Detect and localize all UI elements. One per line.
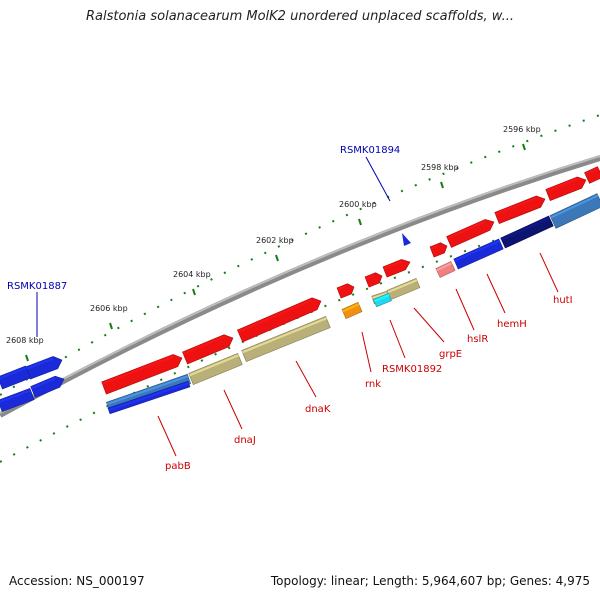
- gene-feature-block[interactable]: [241, 316, 331, 362]
- gene-feature-highlight: [365, 274, 374, 280]
- gene-feature-block[interactable]: [429, 242, 448, 258]
- scale-track: [0, 114, 600, 396]
- gene-feature-block[interactable]: [0, 388, 35, 412]
- scale-tick-mark: [522, 143, 526, 151]
- scale-tick-label: 2604 kbp: [173, 270, 211, 279]
- scale-tick-label: 2596 kbp: [503, 125, 541, 134]
- genome-backbone: [0, 155, 600, 418]
- scale-tick-mark: [275, 254, 279, 262]
- scale-tick-mark: [25, 354, 29, 362]
- gene-feature-highlight: [584, 167, 599, 176]
- gene-feature-highlight: [26, 357, 54, 370]
- gene-feature-highlight: [108, 382, 190, 412]
- gene-feature-highlight: [501, 216, 550, 241]
- gene-leader: [539, 252, 559, 293]
- scale-tick-label: 2600 kbp: [339, 200, 377, 209]
- accession-text: Accession: NS_000197: [9, 574, 145, 588]
- gene-feature-block[interactable]: [549, 193, 600, 229]
- gene-label-dnaj[interactable]: dnaJ: [234, 435, 256, 446]
- locus-leader: [365, 156, 391, 202]
- gene-label-group: hutI hemH hslR grpE RSMK01892 rnk dnaK d…: [157, 252, 573, 472]
- gene-feature-highlight: [337, 285, 346, 291]
- gene-feature-block[interactable]: [494, 195, 546, 224]
- direction-marker-icon[interactable]: [402, 233, 411, 246]
- gene-feature-highlight: [342, 303, 360, 313]
- gene-feature-highlight: [383, 260, 402, 270]
- gene-label-hslr[interactable]: hslR: [467, 334, 488, 345]
- gene-feature-highlight: [454, 239, 501, 262]
- gene-feature-block[interactable]: [545, 176, 587, 201]
- scale-tick-mark: [109, 322, 113, 330]
- gene-label-dnak[interactable]: dnaK: [305, 404, 331, 415]
- gene-feature-highlight: [102, 355, 174, 385]
- gene-feature-block[interactable]: [341, 302, 363, 319]
- gene-feature-highlight: [550, 194, 599, 219]
- gene-label-rnk[interactable]: rnk: [365, 379, 381, 390]
- genome-backbone-highlight: [0, 155, 600, 414]
- gene-leader: [455, 288, 475, 331]
- gene-feature-block[interactable]: [101, 354, 183, 395]
- scale-tick-mark: [440, 181, 444, 189]
- gene-feature-block[interactable]: [446, 219, 495, 248]
- scale-tick-label: 2602 kbp: [256, 236, 294, 245]
- gene-feature-block[interactable]: [182, 334, 234, 365]
- gene-feature-highlight: [31, 377, 56, 390]
- scale-tick-mark: [358, 218, 362, 226]
- gene-leader: [389, 319, 406, 359]
- gene-feature-highlight: [373, 294, 390, 303]
- scale-tick-label: 2608 kbp: [6, 336, 44, 345]
- gene-feature-block[interactable]: [30, 375, 65, 398]
- gene-feature-block[interactable]: [382, 259, 411, 278]
- map-title: Ralstonia solanacearum MolK2 unordered u…: [85, 9, 514, 24]
- locus-label-rsmk01887[interactable]: RSMK01887: [7, 281, 67, 292]
- gene-label-rsmk01892[interactable]: RSMK01892: [382, 364, 442, 375]
- gene-feature-block[interactable]: [453, 238, 504, 270]
- gene-feature-highlight: [546, 178, 578, 193]
- gene-feature-block[interactable]: [237, 297, 322, 343]
- gene-feature-highlight: [495, 197, 537, 216]
- locus-label-rsmk01894[interactable]: RSMK01894: [340, 145, 400, 156]
- scale-tick-label: 2606 kbp: [90, 304, 128, 313]
- gene-feature-block[interactable]: [500, 215, 554, 249]
- gene-feature-highlight: [446, 220, 486, 240]
- scale-tick-mark: [192, 288, 196, 296]
- gene-feature-highlight: [0, 366, 27, 380]
- gene-label-pabb[interactable]: pabB: [165, 461, 191, 472]
- gene-leader: [295, 360, 317, 398]
- gene-leader: [157, 415, 177, 457]
- gene-feature-highlight: [372, 292, 388, 300]
- gene-feature-highlight: [430, 244, 439, 250]
- gene-leader: [413, 307, 445, 343]
- gene-leader: [223, 389, 243, 430]
- scale-tick-label: 2598 kbp: [421, 163, 459, 172]
- gene-feature-block[interactable]: [364, 272, 383, 288]
- gene-feature-block[interactable]: [0, 365, 31, 390]
- gene-leader: [361, 331, 372, 373]
- gene-label-huti[interactable]: hutI: [553, 295, 573, 306]
- gene-feature-highlight: [237, 299, 313, 333]
- gene-feature-highlight: [387, 279, 418, 294]
- scale-ticks: 2596 kbp 2598 kbp 2600 kbp 2602 kbp 2604 kbp…: [6, 125, 541, 362]
- gene-label-hemh[interactable]: hemH: [497, 319, 527, 330]
- gene-feature-highlight: [182, 335, 225, 355]
- gene-feature-block[interactable]: [435, 261, 456, 278]
- gene-feature-block[interactable]: [584, 166, 600, 184]
- gene-feature-highlight: [0, 389, 31, 403]
- gene-label-grpe[interactable]: grpE: [439, 349, 462, 360]
- gene-features: [0, 166, 600, 415]
- gene-feature-block[interactable]: [188, 353, 243, 385]
- summary-text: Topology: linear; Length: 5,964,607 bp; …: [270, 574, 590, 588]
- gene-leader: [486, 273, 506, 314]
- gene-feature-block[interactable]: [336, 283, 355, 299]
- gene-feature-highlight: [242, 317, 327, 354]
- gene-feature-highlight: [106, 375, 189, 406]
- gene-feature-highlight: [436, 262, 453, 272]
- gene-feature-highlight: [189, 354, 239, 377]
